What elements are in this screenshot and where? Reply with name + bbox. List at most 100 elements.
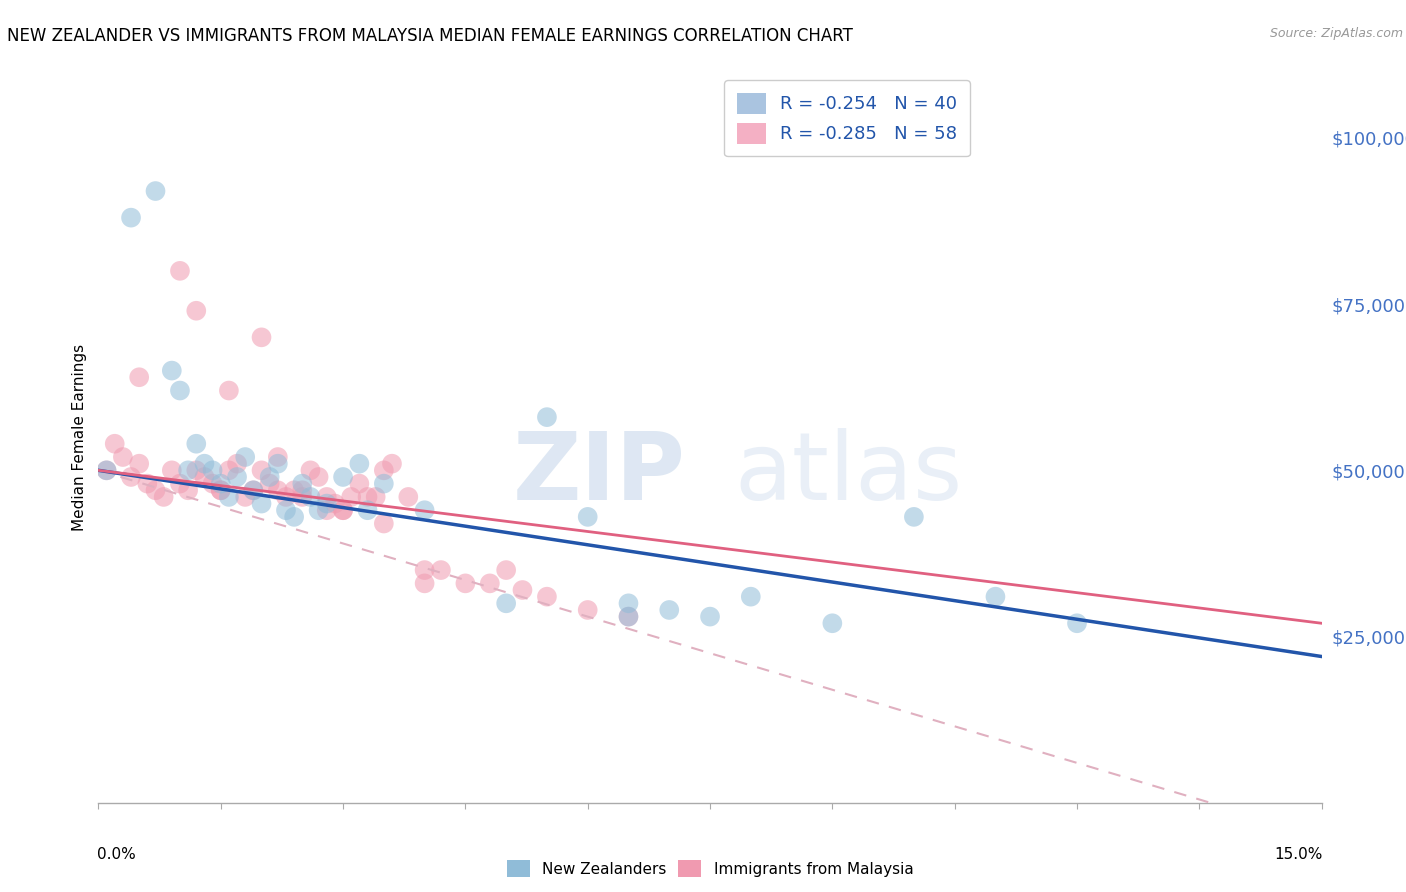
Point xyxy=(120,211,142,225)
Point xyxy=(291,490,314,504)
Point xyxy=(209,483,232,498)
Text: 0.0%: 0.0% xyxy=(97,847,136,862)
Point xyxy=(250,497,273,511)
Point xyxy=(96,463,118,477)
Point xyxy=(396,490,419,504)
Point xyxy=(430,563,453,577)
Point xyxy=(576,509,599,524)
Point xyxy=(283,509,305,524)
Point xyxy=(152,490,174,504)
Point xyxy=(315,503,337,517)
Point xyxy=(209,483,232,498)
Point xyxy=(242,483,264,498)
Point xyxy=(984,590,1007,604)
Point xyxy=(495,596,517,610)
Point xyxy=(169,264,191,278)
Point xyxy=(250,330,273,344)
Point xyxy=(242,483,264,498)
Point xyxy=(209,476,232,491)
Point xyxy=(658,603,681,617)
Point xyxy=(160,363,183,377)
Point xyxy=(340,490,363,504)
Point xyxy=(169,384,191,398)
Point xyxy=(512,582,534,597)
Point xyxy=(186,436,208,450)
Point xyxy=(233,450,256,464)
Point xyxy=(274,503,297,517)
Point xyxy=(413,563,436,577)
Point xyxy=(160,463,183,477)
Point xyxy=(332,503,354,517)
Point xyxy=(356,490,378,504)
Legend: New Zealanders, Immigrants from Malaysia: New Zealanders, Immigrants from Malaysia xyxy=(501,854,920,883)
Point xyxy=(218,490,240,504)
Point xyxy=(193,457,215,471)
Point xyxy=(576,603,599,617)
Point xyxy=(291,476,314,491)
Point xyxy=(299,490,322,504)
Text: NEW ZEALANDER VS IMMIGRANTS FROM MALAYSIA MEDIAN FEMALE EARNINGS CORRELATION CHA: NEW ZEALANDER VS IMMIGRANTS FROM MALAYSI… xyxy=(7,27,853,45)
Point xyxy=(169,476,191,491)
Point xyxy=(617,596,640,610)
Point xyxy=(308,503,330,517)
Point xyxy=(120,470,142,484)
Point xyxy=(233,490,256,504)
Point xyxy=(104,436,127,450)
Point xyxy=(454,576,477,591)
Point xyxy=(218,384,240,398)
Point xyxy=(259,470,281,484)
Point xyxy=(111,450,134,464)
Text: ZIP: ZIP xyxy=(513,427,686,520)
Point xyxy=(536,410,558,425)
Point xyxy=(478,576,501,591)
Point xyxy=(617,609,640,624)
Point xyxy=(226,457,249,471)
Point xyxy=(413,576,436,591)
Point xyxy=(699,609,721,624)
Point xyxy=(740,590,762,604)
Point xyxy=(536,590,558,604)
Point xyxy=(381,457,404,471)
Point xyxy=(218,463,240,477)
Point xyxy=(193,470,215,484)
Point xyxy=(373,516,395,531)
Point xyxy=(250,463,273,477)
Point xyxy=(315,497,337,511)
Point xyxy=(903,509,925,524)
Point xyxy=(267,457,290,471)
Point xyxy=(332,470,354,484)
Point xyxy=(373,476,395,491)
Point xyxy=(177,483,200,498)
Point xyxy=(259,476,281,491)
Point xyxy=(308,470,330,484)
Point xyxy=(1066,616,1088,631)
Point xyxy=(821,616,844,631)
Point xyxy=(291,483,314,498)
Point xyxy=(186,303,208,318)
Text: 15.0%: 15.0% xyxy=(1274,847,1323,862)
Point xyxy=(128,457,150,471)
Point xyxy=(299,463,322,477)
Point xyxy=(283,483,305,498)
Point xyxy=(267,450,290,464)
Point xyxy=(349,457,371,471)
Text: atlas: atlas xyxy=(734,427,963,520)
Point xyxy=(356,503,378,517)
Point xyxy=(413,503,436,517)
Point xyxy=(323,497,346,511)
Point xyxy=(96,463,118,477)
Point xyxy=(274,490,297,504)
Text: Source: ZipAtlas.com: Source: ZipAtlas.com xyxy=(1270,27,1403,40)
Point xyxy=(373,463,395,477)
Point xyxy=(128,370,150,384)
Point xyxy=(495,563,517,577)
Point xyxy=(226,470,249,484)
Point xyxy=(136,476,159,491)
Point xyxy=(177,463,200,477)
Y-axis label: Median Female Earnings: Median Female Earnings xyxy=(72,343,87,531)
Point xyxy=(145,184,167,198)
Point xyxy=(201,463,224,477)
Point xyxy=(332,503,354,517)
Point xyxy=(617,609,640,624)
Point xyxy=(364,490,387,504)
